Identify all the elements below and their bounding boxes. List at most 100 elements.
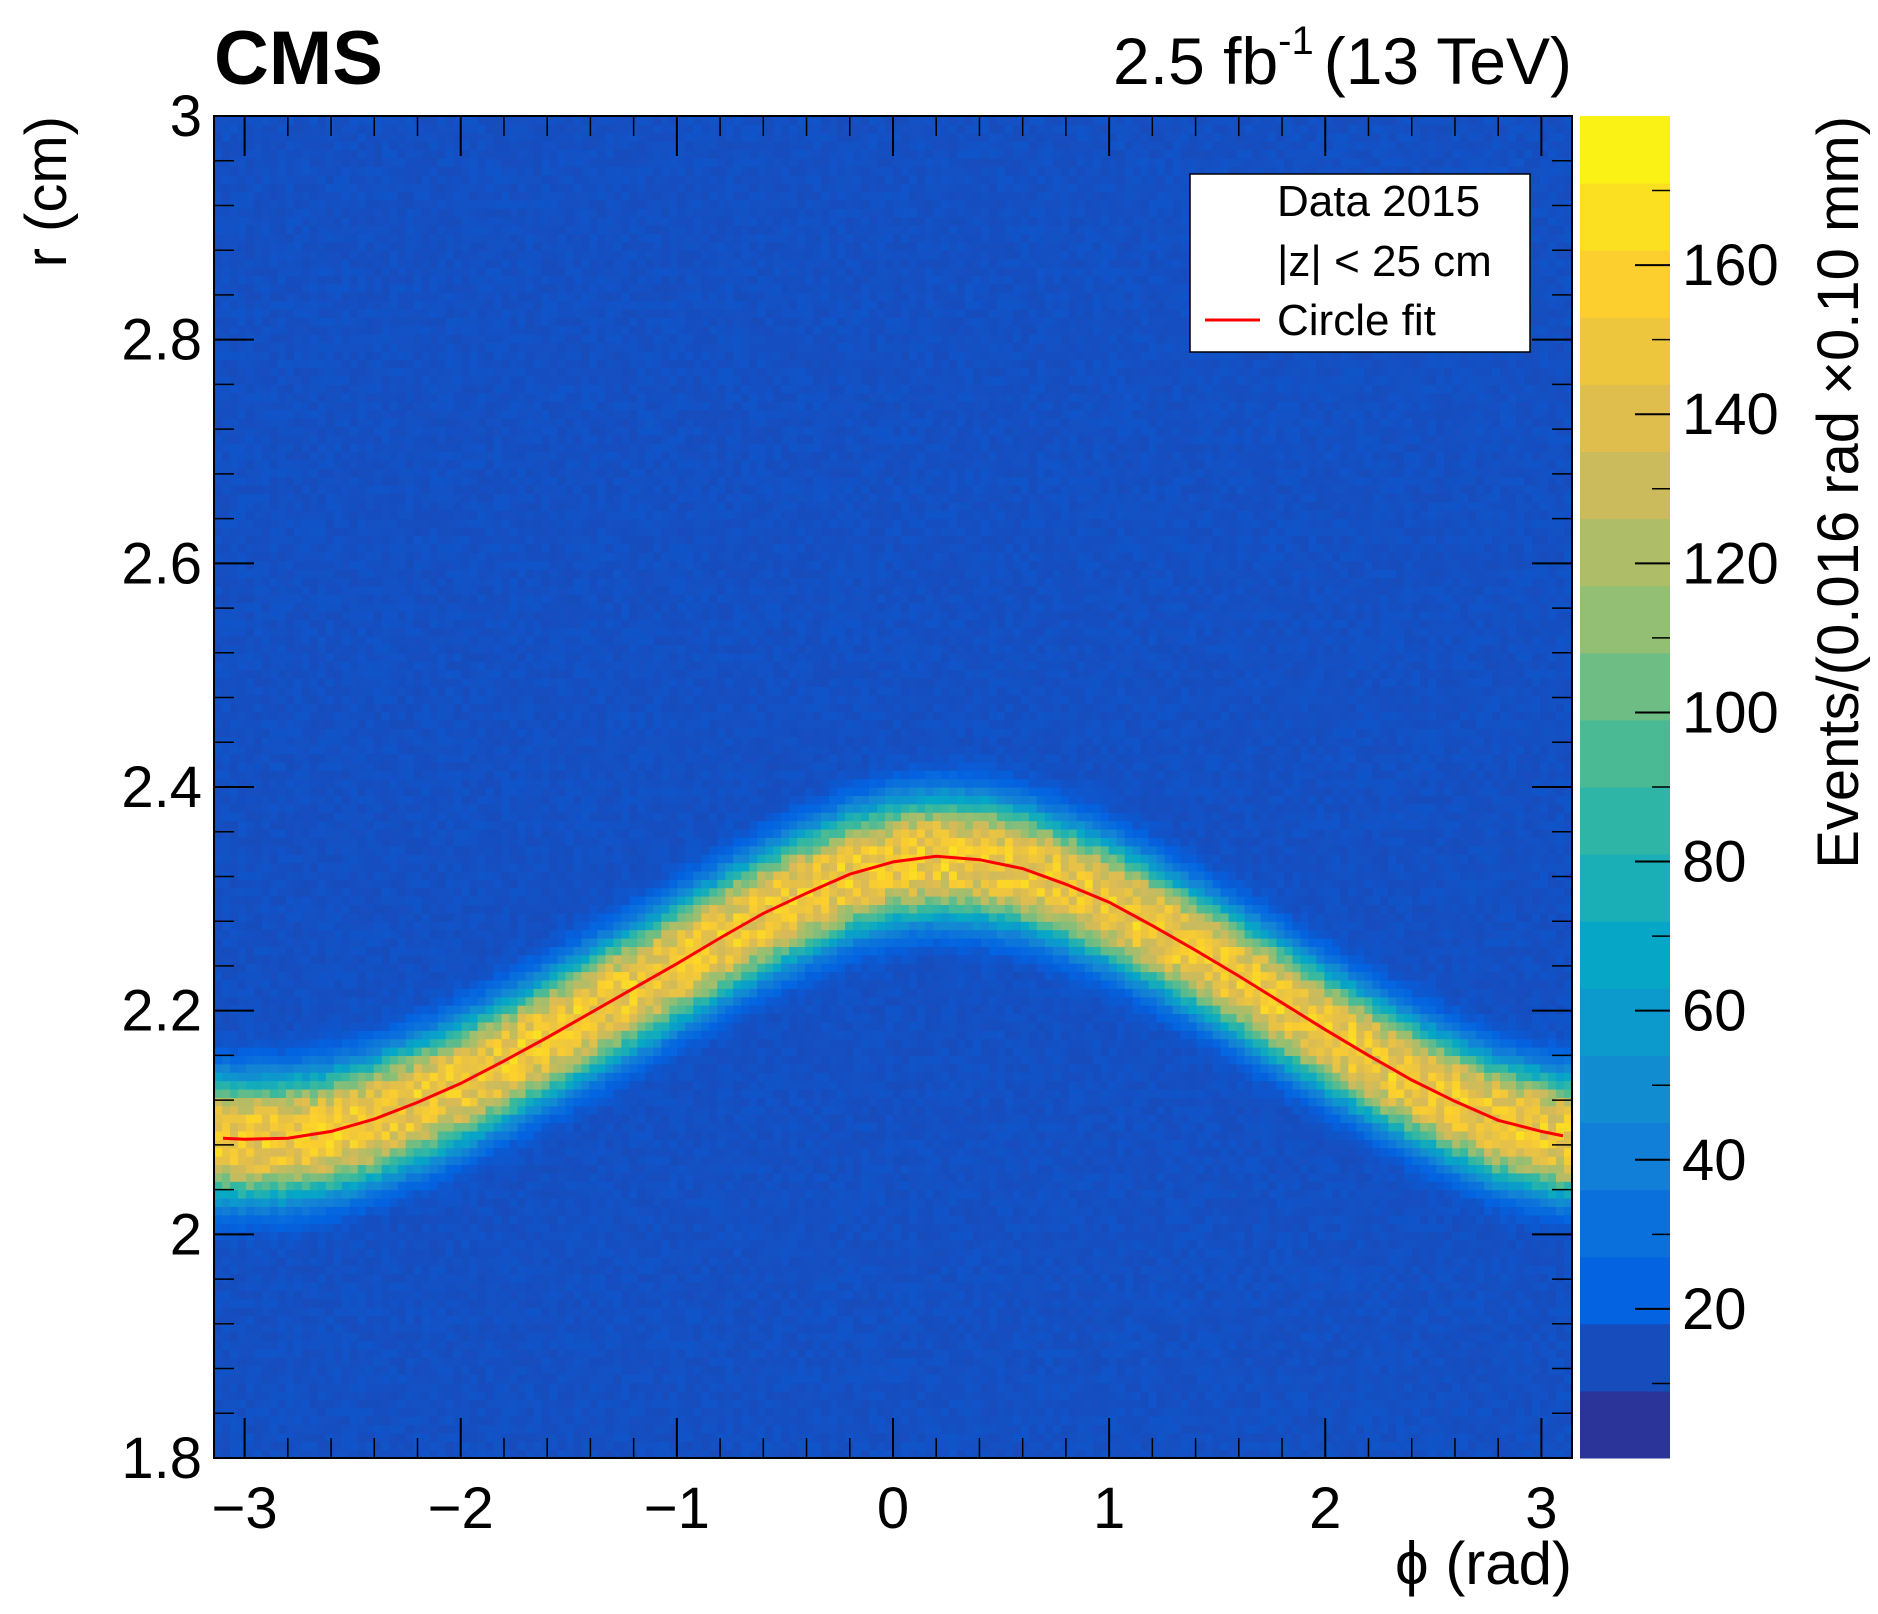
heatmap-cell: [405, 904, 415, 914]
heatmap-cell: [445, 937, 455, 947]
heatmap-cell: [237, 820, 247, 830]
heatmap-cell: [221, 1005, 231, 1015]
heatmap-cell: [437, 1265, 447, 1275]
heatmap-cell: [421, 736, 431, 746]
heatmap-cell: [365, 921, 375, 931]
heatmap-cell: [461, 1357, 471, 1367]
heatmap-cell: [293, 837, 303, 847]
heatmap-cell: [277, 568, 287, 578]
heatmap-cell: [237, 1416, 247, 1426]
heatmap-cell: [229, 266, 239, 276]
heatmap-cell: [437, 443, 447, 453]
heatmap-cell: [221, 208, 231, 218]
heatmap-cell: [301, 560, 311, 570]
heatmap-cell: [397, 250, 407, 260]
heatmap-cell: [349, 350, 359, 360]
heatmap-cell: [373, 476, 383, 486]
heatmap-cell: [453, 1290, 463, 1300]
heatmap-cell: [293, 476, 303, 486]
heatmap-cell: [389, 476, 399, 486]
heatmap-cell: [293, 292, 303, 302]
heatmap-cell: [261, 787, 271, 796]
heatmap-cell: [285, 250, 295, 260]
heatmap-cell: [381, 929, 391, 939]
heatmap-cell: [413, 996, 423, 1006]
heatmap-cell: [285, 258, 295, 268]
heatmap-cell: [381, 1365, 391, 1375]
heatmap-cell: [421, 585, 431, 595]
heatmap-cell: [245, 971, 255, 981]
heatmap-cell: [221, 787, 231, 796]
heatmap-cell: [237, 1147, 247, 1157]
heatmap-cell: [445, 1130, 455, 1140]
heatmap-cell: [229, 233, 239, 243]
heatmap-cell: [277, 367, 287, 377]
heatmap-cell: [229, 308, 239, 318]
heatmap-cell: [453, 1038, 463, 1048]
heatmap-cell: [349, 526, 359, 536]
heatmap-cell: [453, 837, 463, 847]
heatmap-cell: [437, 988, 447, 998]
heatmap-cell: [397, 787, 407, 796]
heatmap-cell: [285, 1189, 295, 1199]
heatmap-cell: [341, 141, 351, 151]
heatmap-cell: [325, 1223, 335, 1233]
heatmap-cell: [413, 988, 423, 998]
heatmap-cell: [293, 174, 303, 184]
heatmap-cell: [317, 1281, 327, 1291]
heatmap-cell: [413, 258, 423, 268]
heatmap-cell: [413, 602, 423, 612]
heatmap-cell: [397, 1407, 407, 1417]
heatmap-cell: [301, 376, 311, 385]
heatmap-cell: [373, 803, 383, 813]
heatmap-cell: [445, 1072, 455, 1082]
heatmap-cell: [317, 359, 327, 369]
heatmap-cell: [269, 686, 279, 696]
heatmap-cell: [389, 870, 399, 880]
heatmap-cell: [277, 476, 287, 486]
heatmap-cell: [453, 258, 463, 268]
heatmap-cell: [357, 963, 367, 973]
heatmap-cell: [373, 183, 383, 193]
heatmap-cell: [293, 308, 303, 318]
heatmap-cell: [437, 199, 447, 209]
heatmap-cell: [437, 1348, 447, 1358]
heatmap-cell: [357, 1298, 367, 1308]
heatmap-cell: [349, 250, 359, 260]
heatmap-cell: [253, 417, 263, 427]
heatmap-cell: [429, 1348, 439, 1358]
heatmap-cell: [293, 166, 303, 176]
heatmap-cell: [397, 736, 407, 746]
heatmap-cell: [301, 677, 311, 687]
heatmap-cell: [317, 652, 327, 662]
heatmap-cell: [221, 132, 231, 142]
heatmap-cell: [293, 644, 303, 654]
heatmap-cell: [341, 485, 351, 495]
heatmap-cell: [357, 308, 367, 318]
heatmap-cell: [221, 367, 231, 377]
heatmap-cell: [285, 1088, 295, 1098]
heatmap-cell: [349, 728, 359, 738]
heatmap-cell: [421, 208, 431, 218]
heatmap-cell: [261, 1105, 271, 1115]
heatmap-cell: [269, 954, 279, 964]
heatmap-cell: [413, 1080, 423, 1090]
heatmap-cell: [214, 1097, 223, 1107]
heatmap-cell: [365, 451, 375, 461]
heatmap-cell: [349, 459, 359, 469]
heatmap-cell: [381, 828, 391, 838]
heatmap-cell: [333, 292, 343, 302]
heatmap-cell: [301, 266, 311, 276]
heatmap-cell: [214, 149, 223, 159]
heatmap-cell: [333, 1072, 343, 1082]
heatmap-cell: [317, 1164, 327, 1174]
heatmap-cell: [214, 627, 223, 637]
heatmap-cell: [269, 1072, 279, 1082]
heatmap-cell: [405, 1256, 415, 1266]
heatmap-cell: [349, 1323, 359, 1333]
heatmap-cell: [229, 946, 239, 956]
heatmap-cell: [269, 443, 279, 453]
heatmap-cell: [445, 543, 455, 553]
heatmap-cell: [277, 1063, 287, 1073]
heatmap-cell: [237, 241, 247, 251]
